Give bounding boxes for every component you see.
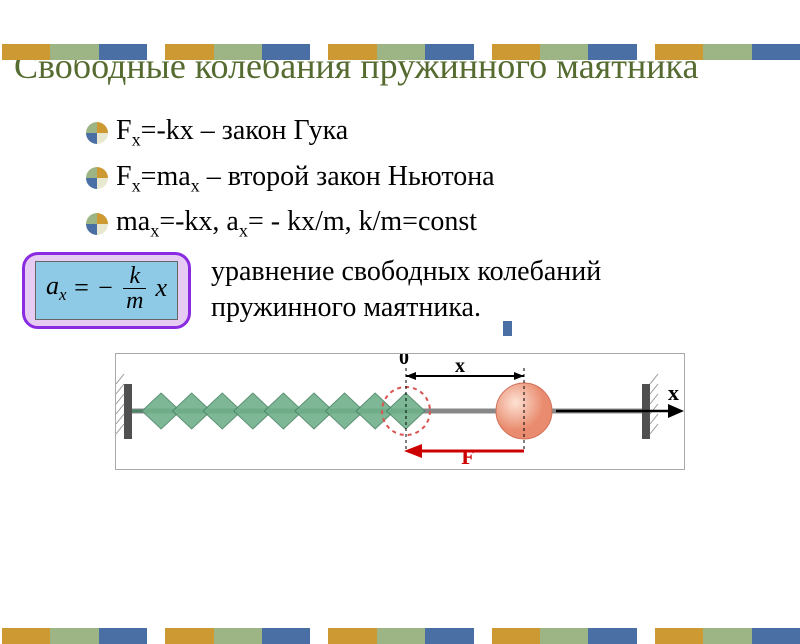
equation: ax = − k m x [35, 261, 178, 320]
border-segment [165, 628, 310, 644]
bullet-item: Fx=max – второй закон Ньютона [86, 161, 800, 197]
border-segment [655, 628, 800, 644]
cursor-artifact [503, 321, 512, 336]
equation-row: ax = − k m x уравнение свободных колебан… [22, 252, 800, 329]
bullet-list: Fx=-kx – закон Гука Fx=max – второй зако… [86, 115, 800, 242]
top-border [0, 44, 800, 60]
border-segment [328, 44, 473, 60]
bullet-icon [86, 167, 108, 189]
equation-caption: уравнение свободных колебанийпружинного … [211, 254, 601, 327]
x-axis-label: x [668, 380, 679, 405]
bullet-item: max=-kx, ax= - kx/m, k/m=const [86, 206, 800, 242]
bullet-text: Fx=-kx – закон Гука [116, 115, 348, 151]
border-segment [2, 628, 147, 644]
border-segment [492, 44, 637, 60]
border-segment [492, 628, 637, 644]
zero-label: 0 [399, 354, 409, 369]
border-segment [655, 44, 800, 60]
bullet-icon [86, 122, 108, 144]
border-segment [2, 44, 147, 60]
bullet-text: Fx=max – второй закон Ньютона [116, 161, 495, 197]
bottom-border [0, 628, 800, 644]
border-segment [165, 44, 310, 60]
bullet-text: max=-kx, ax= - kx/m, k/m=const [116, 206, 477, 242]
spring-diagram: x 0 x F [115, 353, 685, 470]
bullet-icon [86, 213, 108, 235]
x-label: x [455, 355, 465, 377]
border-segment [328, 628, 473, 644]
force-label: F [461, 444, 474, 464]
equation-box: ax = − k m x [22, 252, 191, 329]
bullet-item: Fx=-kx – закон Гука [86, 115, 800, 151]
